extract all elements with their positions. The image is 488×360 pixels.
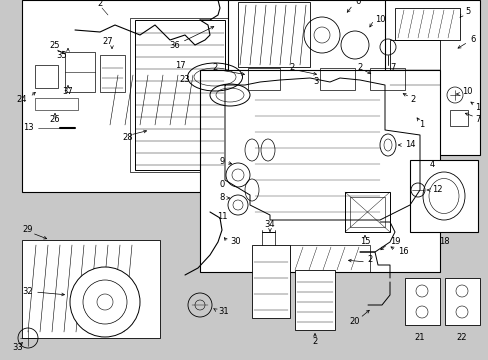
Bar — [22, 240, 160, 338]
Bar — [135, 20, 224, 170]
Text: 19: 19 — [389, 238, 400, 247]
Text: 6: 6 — [355, 0, 360, 6]
Bar — [449, 110, 467, 126]
Text: 12: 12 — [431, 185, 442, 194]
Bar — [65, 52, 95, 92]
Bar — [200, 70, 439, 272]
Bar — [294, 270, 334, 330]
Text: 15: 15 — [359, 238, 369, 247]
Text: 23: 23 — [179, 76, 190, 85]
Bar — [100, 55, 125, 92]
Bar — [62, 124, 72, 132]
Text: 30: 30 — [229, 238, 240, 247]
Bar — [389, 40, 439, 110]
Bar — [35, 98, 78, 110]
Circle shape — [70, 267, 140, 337]
Text: 35: 35 — [57, 50, 67, 59]
Bar — [251, 245, 289, 318]
Text: 28: 28 — [122, 134, 133, 143]
Bar — [215, 15, 229, 30]
Bar — [130, 18, 227, 172]
Text: 1: 1 — [474, 104, 479, 112]
Bar — [62, 75, 78, 85]
Text: 13: 13 — [22, 123, 33, 132]
Text: 14: 14 — [404, 140, 415, 149]
Text: 2: 2 — [97, 0, 102, 9]
Bar — [404, 278, 439, 325]
Text: 9: 9 — [219, 157, 224, 166]
Text: 2: 2 — [409, 95, 415, 104]
Text: 2: 2 — [357, 63, 362, 72]
Text: 32: 32 — [22, 288, 33, 297]
Bar — [384, 0, 479, 155]
Bar — [238, 2, 309, 67]
Bar — [111, 11, 142, 27]
Bar — [444, 278, 479, 325]
Bar — [22, 0, 240, 192]
Text: 36: 36 — [169, 40, 180, 49]
Text: 5: 5 — [464, 8, 469, 17]
Bar — [60, 7, 240, 78]
Bar — [35, 65, 58, 88]
Text: 2: 2 — [212, 63, 217, 72]
Text: 1: 1 — [419, 121, 424, 130]
Text: 3: 3 — [313, 77, 318, 86]
Text: 37: 37 — [62, 87, 73, 96]
Bar — [175, 50, 274, 120]
Text: 10: 10 — [374, 15, 385, 24]
Bar — [409, 160, 477, 232]
Text: 7: 7 — [389, 63, 395, 72]
Text: 20: 20 — [349, 318, 360, 327]
Bar — [319, 68, 354, 90]
Text: 25: 25 — [50, 40, 60, 49]
Text: 16: 16 — [397, 248, 408, 256]
Text: 6: 6 — [469, 36, 474, 45]
Bar — [289, 245, 369, 272]
Bar — [108, 8, 145, 30]
Bar — [227, 0, 404, 75]
Text: 31: 31 — [218, 307, 228, 316]
Bar — [247, 68, 280, 90]
Text: 27: 27 — [102, 37, 113, 46]
Bar — [345, 192, 389, 232]
Text: 34: 34 — [264, 220, 275, 230]
Text: 10: 10 — [461, 87, 471, 96]
Text: 29: 29 — [23, 225, 33, 234]
Text: 33: 33 — [13, 343, 23, 352]
Text: 11: 11 — [216, 212, 227, 221]
Bar — [349, 197, 384, 227]
Text: 24: 24 — [17, 95, 27, 104]
Text: 7: 7 — [474, 116, 479, 125]
Bar — [394, 8, 459, 40]
Text: 2: 2 — [289, 63, 294, 72]
Text: 17: 17 — [174, 60, 185, 69]
Text: 21: 21 — [414, 333, 425, 342]
Bar — [369, 68, 404, 90]
Bar — [105, 70, 215, 130]
Text: 18: 18 — [438, 238, 448, 247]
Text: 4: 4 — [428, 161, 434, 170]
Text: 26: 26 — [50, 116, 60, 125]
Text: 22: 22 — [456, 333, 467, 342]
Text: 8: 8 — [219, 193, 224, 202]
Text: 2: 2 — [312, 338, 317, 346]
Text: 2: 2 — [366, 256, 372, 265]
Text: 0: 0 — [219, 180, 224, 189]
